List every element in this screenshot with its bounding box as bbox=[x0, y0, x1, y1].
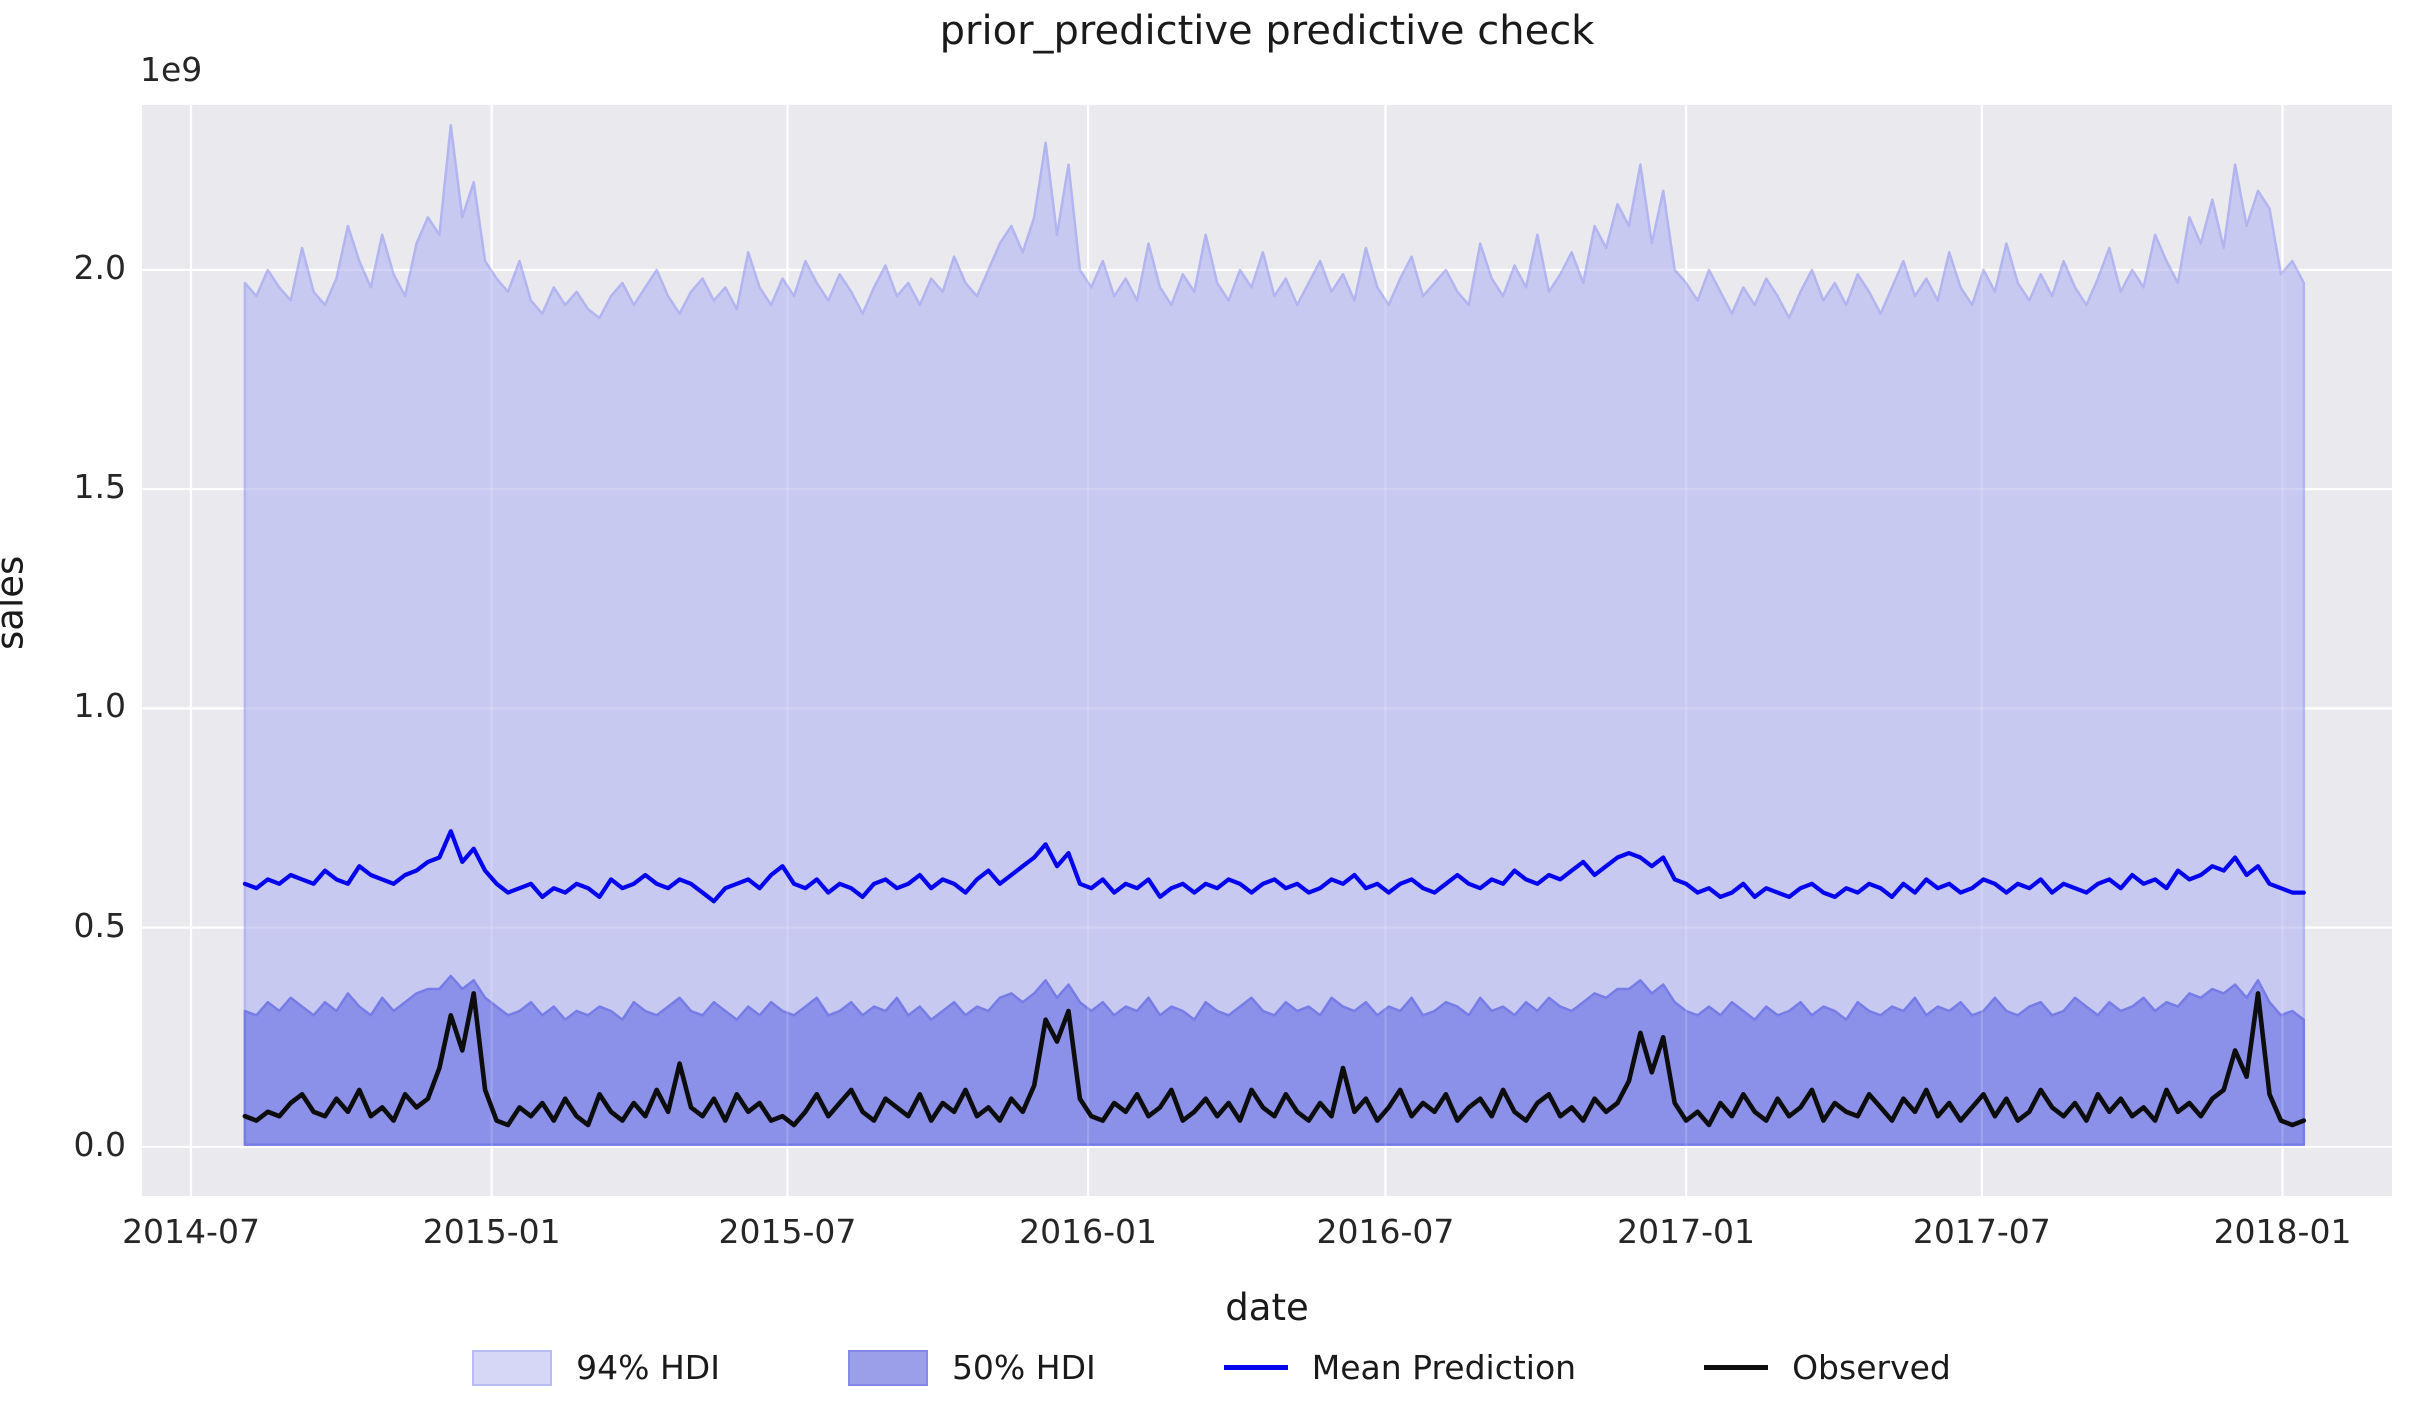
x-tick-label: 2016-07 bbox=[1316, 1212, 1455, 1251]
legend-item: 50% HDI bbox=[847, 1348, 1096, 1387]
legend: 94% HDI 50% HDI Mean Prediction Observed bbox=[0, 1348, 2423, 1387]
legend-item: Observed bbox=[1704, 1348, 1951, 1387]
y-tick-label: 1.0 bbox=[73, 686, 126, 726]
y-tick-label: 1.5 bbox=[73, 467, 126, 507]
legend-item: 94% HDI bbox=[472, 1348, 720, 1387]
x-tick-label: 2017-07 bbox=[1912, 1212, 2051, 1251]
y-tick-label: 0.0 bbox=[73, 1124, 126, 1164]
observed-line bbox=[242, 991, 2307, 1128]
legend-line-swatch bbox=[1223, 1365, 1288, 1370]
x-tick-label: 2015-07 bbox=[718, 1212, 857, 1251]
legend-label: Mean Prediction bbox=[1311, 1348, 1577, 1387]
y-tick-label: 2.0 bbox=[73, 247, 126, 287]
x-tick-label: 2016-01 bbox=[1019, 1212, 1158, 1251]
y-axis-label: sales bbox=[0, 555, 32, 650]
legend-label: Observed bbox=[1792, 1348, 1951, 1387]
x-tick-label: 2018-01 bbox=[2213, 1212, 2352, 1251]
y-axis-offset-text: 1e9 bbox=[140, 50, 203, 89]
x-tick-label: 2017-01 bbox=[1617, 1212, 1756, 1251]
chart-title: prior_predictive predictive check bbox=[939, 8, 1595, 54]
legend-label: 94% HDI bbox=[576, 1348, 720, 1387]
legend-patch-swatch bbox=[847, 1349, 928, 1386]
legend-patch-swatch bbox=[472, 1349, 553, 1386]
x-axis-label: date bbox=[1225, 1286, 1309, 1329]
x-tick-label: 2015-01 bbox=[422, 1212, 561, 1251]
legend-label: 50% HDI bbox=[951, 1348, 1096, 1387]
legend-line-swatch bbox=[1704, 1365, 1769, 1370]
mean-prediction-line bbox=[242, 829, 2306, 904]
x-tick-label: 2014-07 bbox=[122, 1212, 260, 1251]
y-tick-label: 0.5 bbox=[73, 905, 126, 945]
legend-item: Mean Prediction bbox=[1223, 1348, 1577, 1387]
